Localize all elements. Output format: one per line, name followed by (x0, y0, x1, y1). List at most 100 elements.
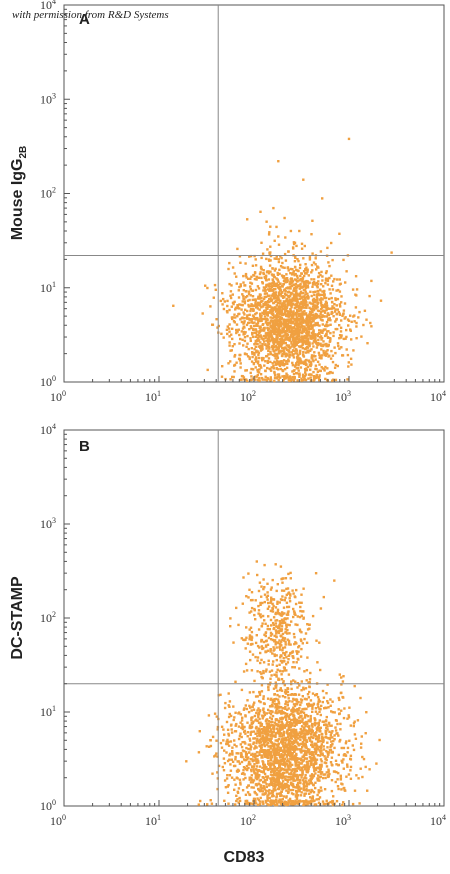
data-point (302, 642, 304, 644)
data-point (277, 698, 279, 700)
data-point (244, 336, 246, 338)
data-point (312, 371, 314, 373)
data-point (318, 779, 320, 781)
data-point (251, 360, 253, 362)
data-point (263, 753, 265, 755)
data-point (290, 742, 292, 744)
data-point (261, 377, 263, 379)
data-point (260, 257, 262, 259)
data-point (293, 786, 295, 788)
data-point (244, 340, 246, 342)
data-point (308, 313, 310, 315)
data-point (314, 263, 316, 265)
data-point (312, 795, 314, 797)
data-point (327, 737, 329, 739)
data-point (241, 339, 243, 341)
data-point (273, 747, 275, 749)
data-point (288, 269, 290, 271)
data-point (238, 725, 240, 727)
data-point (344, 338, 346, 340)
data-point (241, 746, 243, 748)
data-point (251, 351, 253, 353)
data-point (240, 308, 242, 310)
data-point (267, 794, 269, 796)
data-point (335, 781, 337, 783)
data-point (277, 711, 279, 713)
data-point (281, 785, 283, 787)
data-point (252, 274, 254, 276)
data-point (289, 295, 291, 297)
data-point (272, 731, 274, 733)
data-point (239, 366, 241, 368)
x-tick-label: 104 (430, 389, 446, 404)
data-point (265, 339, 267, 341)
data-point (262, 253, 264, 255)
data-point (265, 738, 267, 740)
data-point (224, 762, 226, 764)
data-point (234, 712, 236, 714)
watermark-text: with permission from R&D Systems (12, 9, 169, 21)
data-point (266, 379, 268, 381)
data-point (243, 741, 245, 743)
data-point (242, 281, 244, 283)
data-point (287, 691, 289, 693)
data-point (268, 233, 270, 235)
data-point (260, 297, 262, 299)
data-point (231, 338, 233, 340)
data-point (269, 705, 271, 707)
data-point (307, 281, 309, 283)
data-point (281, 777, 283, 779)
data-point (243, 758, 245, 760)
data-point (299, 704, 301, 706)
data-point (306, 342, 308, 344)
data-point (298, 694, 300, 696)
data-point (234, 784, 236, 786)
data-point (311, 724, 313, 726)
data-point (284, 758, 286, 760)
data-point (269, 226, 271, 228)
data-point (349, 758, 351, 760)
data-point (299, 606, 301, 608)
data-point (361, 776, 363, 778)
data-point (259, 765, 261, 767)
data-point (310, 741, 312, 743)
data-point (291, 292, 293, 294)
data-point (296, 280, 298, 282)
data-point (314, 718, 316, 720)
data-point (292, 312, 294, 314)
data-point (301, 248, 303, 250)
data-point (223, 769, 225, 771)
data-point (275, 606, 277, 608)
data-point (273, 380, 275, 382)
data-point (268, 301, 270, 303)
data-point (281, 360, 283, 362)
data-point (302, 354, 304, 356)
data-point (331, 305, 333, 307)
data-point (339, 739, 341, 741)
data-point (250, 294, 252, 296)
data-point (269, 379, 271, 381)
data-point (202, 312, 204, 314)
data-point (303, 670, 305, 672)
data-point (317, 302, 319, 304)
data-point (317, 276, 319, 278)
data-point (297, 329, 299, 331)
data-point (320, 335, 322, 337)
data-point (236, 282, 238, 284)
data-point (338, 754, 340, 756)
data-point (274, 331, 276, 333)
data-point (296, 733, 298, 735)
data-point (319, 343, 321, 345)
data-point (270, 326, 272, 328)
data-point (270, 674, 272, 676)
data-point (332, 740, 334, 742)
data-point (255, 774, 257, 776)
data-point (257, 354, 259, 356)
data-point (310, 699, 312, 701)
data-point (255, 642, 257, 644)
data-point (280, 794, 282, 796)
data-point (264, 378, 266, 380)
y-tick-label: 100 (40, 374, 56, 389)
data-point (297, 270, 299, 272)
data-point (313, 355, 315, 357)
